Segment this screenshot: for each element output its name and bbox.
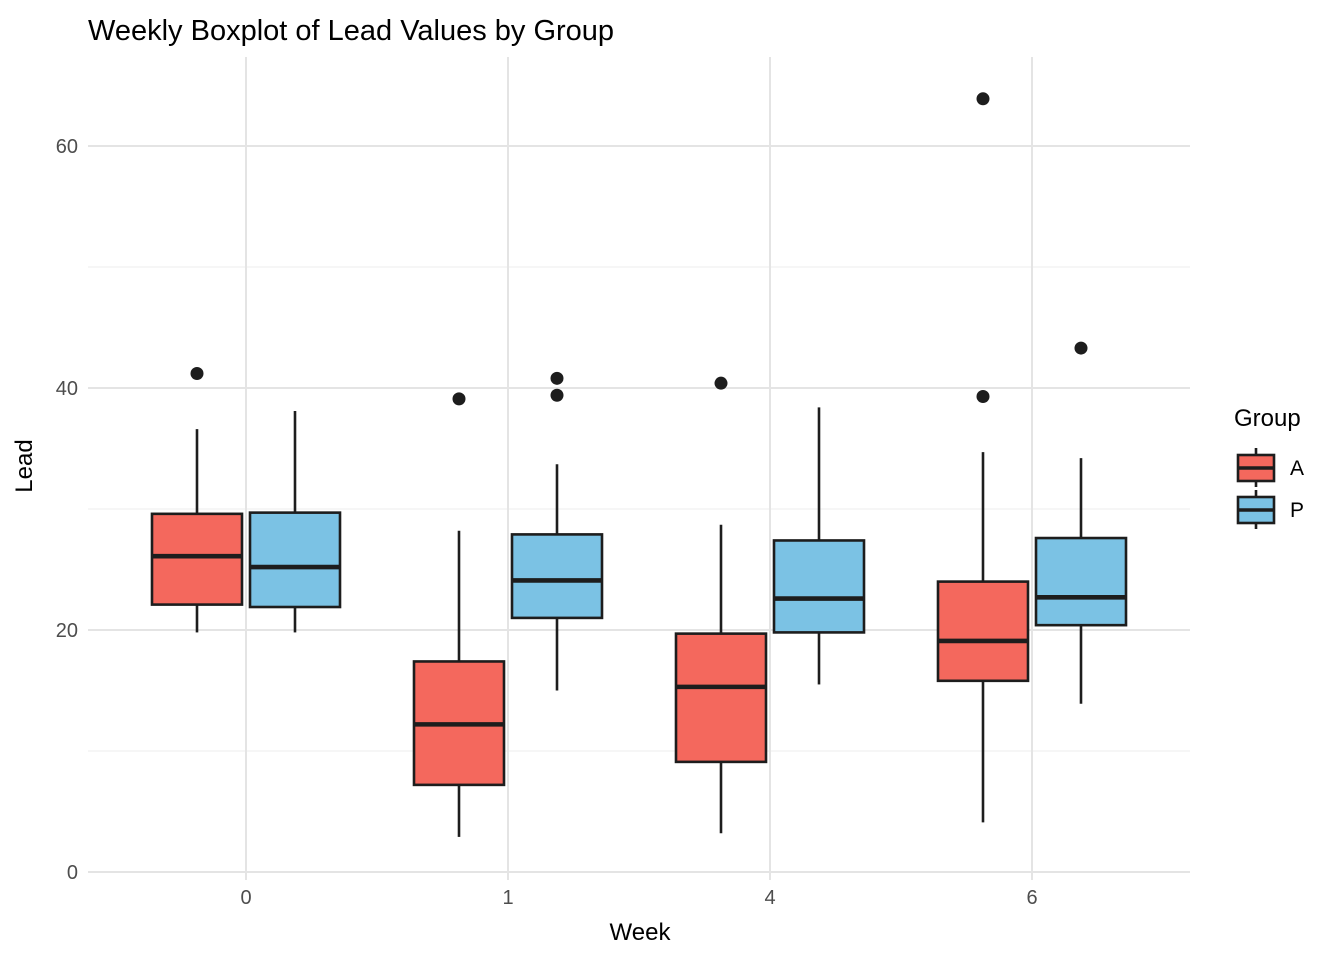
y-tick-label-40: 40: [56, 378, 78, 400]
legend-label-a: A: [1290, 457, 1304, 480]
x-tick-label-week1: 1: [502, 887, 513, 909]
boxes-layer: [150, 92, 1128, 837]
legend-key-group-a: A: [1236, 448, 1304, 487]
outlier-point-A-week-1-0: [452, 392, 466, 406]
boxplot-group-A-week-0: [150, 366, 244, 633]
iqr-box-P-week-4: [772, 539, 866, 634]
chart-title: Weekly Boxplot of Lead Values by Group: [88, 15, 614, 47]
x-axis-title: Week: [610, 919, 672, 946]
iqr-box-P-week-6: [1034, 536, 1128, 627]
legend-label-p: P: [1290, 499, 1304, 522]
legend-title: Group: [1234, 405, 1301, 432]
iqr-box-A-week-6: [936, 580, 1030, 683]
outlier-point-P-week-1-0: [550, 371, 564, 385]
boxplot-group-A-week-6: [936, 92, 1030, 823]
iqr-box-A-week-4: [674, 632, 768, 764]
y-tick-label-60: 60: [56, 136, 78, 158]
iqr-box-P-week-0: [248, 511, 342, 609]
outlier-point-A-week-6-1: [976, 389, 990, 403]
outlier-point-P-week-1-1: [550, 388, 564, 402]
boxplot-group-P-week-1: [510, 371, 604, 691]
x-tick-label-week0: 0: [240, 887, 251, 909]
y-tick-label-0: 0: [67, 862, 78, 884]
gridlines-layer: [88, 57, 1190, 880]
boxplot-group-P-week-6: [1034, 341, 1128, 704]
iqr-box-P-week-1: [510, 533, 604, 620]
outlier-point-A-week-4-0: [714, 376, 728, 390]
boxplot-group-P-week-4: [772, 407, 866, 685]
outlier-point-A-week-6-0: [976, 92, 990, 106]
boxplot-group-A-week-1: [412, 392, 506, 837]
legend: Group A P: [1234, 405, 1304, 529]
x-tick-label-week6: 6: [1026, 887, 1037, 909]
y-tick-label-20: 20: [56, 620, 78, 642]
legend-key-group-p: P: [1236, 490, 1304, 529]
x-tick-label-week4: 4: [764, 887, 775, 909]
boxplot-group-A-week-4: [674, 376, 768, 834]
outlier-point-A-week-0-0: [190, 366, 204, 380]
outlier-point-P-week-6-0: [1074, 341, 1088, 355]
iqr-box-A-week-0: [150, 512, 244, 606]
boxplot-group-P-week-0: [248, 410, 342, 633]
y-axis-title: Lead: [11, 439, 38, 492]
